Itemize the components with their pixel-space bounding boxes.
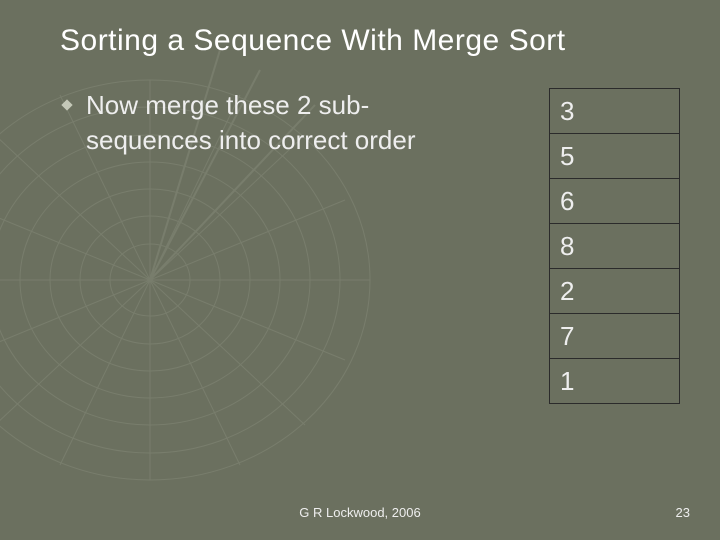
table-cell: 3 [550, 89, 680, 134]
table-cell: 5 [550, 134, 680, 179]
diamond-bullet-icon [60, 98, 74, 112]
footer-credit: G R Lockwood, 2006 [0, 505, 720, 520]
slide-container: Sorting a Sequence With Merge Sort Now m… [0, 0, 720, 540]
content-row: Now merge these 2 sub-sequences into cor… [60, 88, 686, 404]
slide-title: Sorting a Sequence With Merge Sort [60, 24, 686, 58]
bullet-text: Now merge these 2 sub-sequences into cor… [86, 88, 480, 158]
table-cell: 6 [550, 179, 680, 224]
bullet-block: Now merge these 2 sub-sequences into cor… [60, 88, 480, 158]
table-cell: 8 [550, 224, 680, 269]
numbers-table-wrapper: 3 5 6 8 2 7 1 [549, 88, 680, 404]
table-cell: 7 [550, 314, 680, 359]
slide-number: 23 [676, 505, 690, 520]
numbers-table: 3 5 6 8 2 7 1 [549, 88, 680, 404]
table-cell: 2 [550, 269, 680, 314]
table-cell: 1 [550, 359, 680, 404]
